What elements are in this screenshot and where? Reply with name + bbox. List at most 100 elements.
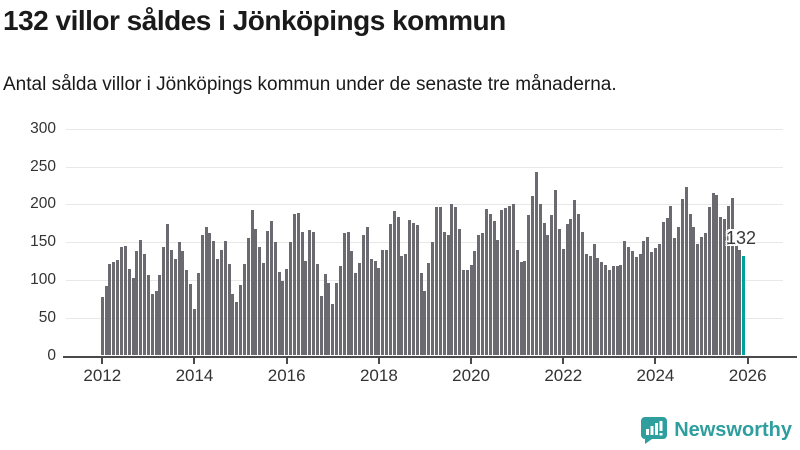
bar xyxy=(381,249,385,356)
bar xyxy=(507,205,511,356)
y-axis-tick-label: 150 xyxy=(30,233,56,251)
bar xyxy=(554,190,558,356)
bar xyxy=(646,236,650,356)
bar xyxy=(711,193,715,356)
bar xyxy=(511,203,515,356)
bar xyxy=(623,241,627,356)
bar xyxy=(442,232,446,356)
bar xyxy=(292,213,296,356)
gridline xyxy=(66,204,783,206)
bar xyxy=(350,251,354,356)
x-axis-tick-label: 2020 xyxy=(452,365,490,385)
y-axis-tick-label: 250 xyxy=(30,157,56,175)
bar xyxy=(408,220,412,356)
bar xyxy=(723,218,727,356)
bar xyxy=(112,261,116,356)
newsworthy-logo[interactable]: Newsworthy xyxy=(639,414,792,446)
bar xyxy=(669,205,673,356)
bar xyxy=(461,270,465,356)
x-axis-tick-label: 2018 xyxy=(359,365,398,385)
bar xyxy=(415,224,419,356)
bar xyxy=(365,227,369,356)
bar xyxy=(573,199,577,356)
bar xyxy=(431,242,435,356)
x-axis-tick xyxy=(654,357,657,364)
bar xyxy=(139,239,143,356)
bar xyxy=(730,197,734,356)
chart-subtitle: Antal sålda villor i Jönköpings kommun u… xyxy=(3,74,617,95)
bar xyxy=(273,242,277,356)
x-axis-tick xyxy=(470,357,473,364)
bar xyxy=(277,272,281,356)
bar xyxy=(373,261,377,356)
y-axis-tick-label: 200 xyxy=(30,195,56,213)
bar xyxy=(208,233,212,356)
bar xyxy=(338,265,342,356)
x-axis-tick xyxy=(562,357,565,364)
bar xyxy=(638,254,642,356)
bar xyxy=(388,224,392,356)
bar xyxy=(377,267,381,356)
bar xyxy=(327,282,331,356)
bar xyxy=(169,249,173,356)
bar xyxy=(446,234,450,356)
bar xyxy=(100,297,104,356)
bar xyxy=(108,264,112,356)
bar xyxy=(246,238,250,356)
bar xyxy=(258,246,262,356)
bar xyxy=(250,210,254,356)
bar xyxy=(181,250,185,356)
y-axis-tick-label: 50 xyxy=(38,308,56,326)
bar xyxy=(123,245,127,356)
bar xyxy=(604,264,608,356)
bar xyxy=(219,249,223,356)
bar xyxy=(653,248,657,356)
bar xyxy=(738,249,742,356)
bar xyxy=(200,235,204,356)
bar xyxy=(312,231,316,356)
bar xyxy=(492,221,496,356)
bar xyxy=(481,233,485,356)
bar xyxy=(619,264,623,356)
bar xyxy=(458,228,462,356)
x-axis-tick xyxy=(746,357,749,364)
bar xyxy=(235,301,239,356)
bar xyxy=(500,210,504,356)
bar xyxy=(477,235,481,356)
bar xyxy=(450,204,454,356)
bar xyxy=(239,284,243,356)
bar xyxy=(315,264,319,356)
bar xyxy=(627,246,631,356)
bar xyxy=(557,228,561,356)
bar xyxy=(523,261,527,356)
bar xyxy=(192,308,196,356)
bar xyxy=(588,255,592,356)
bar xyxy=(358,263,362,356)
bar xyxy=(120,246,123,356)
bar xyxy=(561,249,565,356)
bar xyxy=(565,224,569,356)
bar xyxy=(265,230,269,356)
bar xyxy=(684,187,688,356)
bar xyxy=(419,273,423,356)
x-axis-tick xyxy=(101,357,104,364)
bar xyxy=(592,243,596,356)
bar xyxy=(281,281,285,356)
highlighted-bar xyxy=(742,255,746,356)
gridline xyxy=(66,279,783,281)
bar xyxy=(665,218,669,356)
x-axis-tick xyxy=(285,357,288,364)
bar xyxy=(400,255,404,356)
bar xyxy=(300,232,304,356)
bar xyxy=(323,273,327,356)
bar xyxy=(438,206,442,356)
bar xyxy=(519,261,523,356)
y-axis-tick-label: 100 xyxy=(30,270,56,288)
bar xyxy=(423,291,427,356)
bar xyxy=(707,206,711,356)
bar xyxy=(692,227,696,356)
bar xyxy=(680,199,684,356)
bar xyxy=(546,235,550,356)
bar xyxy=(227,264,231,356)
x-axis-tick xyxy=(377,357,380,364)
